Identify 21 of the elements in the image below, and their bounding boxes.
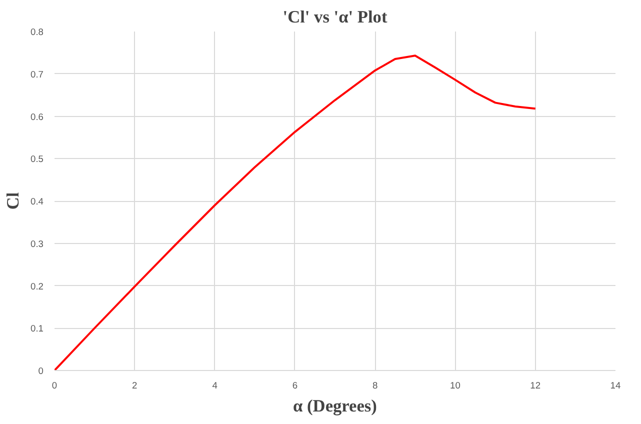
x-tick-label: 12 xyxy=(530,380,541,390)
x-tick-label: 0 xyxy=(52,380,58,390)
x-tick-label: 4 xyxy=(212,380,218,390)
chart-title: 'Cl' vs 'α' Plot xyxy=(282,8,388,26)
y-tick-label: 0.1 xyxy=(30,324,44,334)
y-tick-label: 0.3 xyxy=(30,238,44,249)
y-tick-label: 0.6 xyxy=(30,112,44,122)
y-tick-label: 0.8 xyxy=(30,27,44,37)
x-tick-label: 10 xyxy=(450,380,460,390)
x-tick-label: 6 xyxy=(292,380,298,390)
y-tick-label: 0 xyxy=(38,366,44,376)
line-series xyxy=(54,54,536,370)
x-tick-label: 8 xyxy=(372,380,378,390)
y-tick-label: 0.7 xyxy=(30,69,44,80)
y-axis-title: Cl xyxy=(4,192,23,210)
y-tick-label: 0.4 xyxy=(30,196,44,206)
x-tick-label: 2 xyxy=(132,380,138,390)
x-tick-label: 14 xyxy=(610,380,621,390)
x-axis-title: α (Degrees) xyxy=(293,396,378,416)
y-tick-label: 0.2 xyxy=(30,281,44,292)
y-tick-label: 0.5 xyxy=(30,154,44,164)
